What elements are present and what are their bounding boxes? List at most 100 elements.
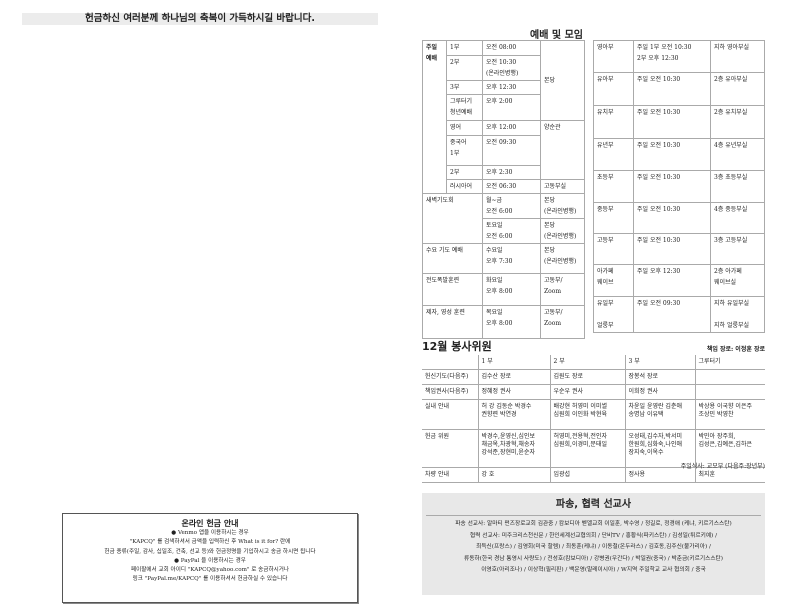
department-name: 유년부	[593, 138, 634, 171]
department-name: 유치부	[593, 105, 634, 139]
table-row: 책임권사(다음주) 정혜정 권사 우순우 권사 이희정 권사	[422, 384, 765, 400]
department-name: 유일부 얼룽부	[593, 296, 634, 333]
service-time: 오전 10:30 (온라인병행)	[482, 55, 541, 81]
blessing-banner: 헌금하신 여러분께 하나님의 축복이 가득하시길 바랍니다.	[22, 13, 378, 25]
table-row: 중국어 1부 오전 09:30	[423, 135, 585, 166]
department-name: 중등부	[593, 202, 634, 234]
online-line: ● PayPal 을 이용하시는 경우	[174, 557, 246, 564]
mission-line: 협력 선교사: 미주크리스천신문 / 한인세계선교협의회 / 단비TV / 홍황…	[470, 532, 717, 539]
department-time: 주일 오전 09:30	[633, 296, 711, 333]
volunteer-names: 박민아 장주희, 김성은,김예은,김하은	[695, 429, 765, 468]
online-line: 페이팔에서 교회 아이디 "KAPCQ@yahoo.com" 로 송금하시거나	[130, 567, 290, 574]
service-time: 오후 12:00	[482, 120, 541, 136]
department-time: 주일 오전 10:30	[633, 233, 711, 265]
service-time: 오전 09:30	[482, 135, 541, 166]
meeting-place: 본당 (온라인병행)	[540, 218, 585, 244]
department-place: 2층 아가페 웨이브실	[710, 264, 765, 297]
column-header	[422, 355, 479, 370]
service-name: 3부	[446, 80, 483, 95]
department-place: 2층 유아부실	[710, 72, 765, 106]
volunteer-names: 임광섭	[550, 467, 626, 483]
service-time: 오전 06:30	[482, 179, 541, 194]
table-row: 고등부 주일 오전 10:30 3층 고등부실	[593, 233, 765, 265]
online-line: 링크 "PayPal.me/KAPCQ" 를 이용하셔서 헌금하실 수 있습니다	[132, 576, 288, 583]
meeting-time: 토요일 오전 6:00	[482, 218, 541, 244]
volunteer-names	[695, 384, 765, 400]
meeting-place: 고동부/ Zoom	[540, 273, 585, 306]
department-name: 유아부	[593, 72, 634, 106]
duty-label: 책임권사(다음주)	[422, 384, 479, 400]
meeting-name: 전도폭발훈련	[422, 273, 483, 306]
volunteers-title: 12월 봉사위원	[422, 340, 492, 353]
service-name: 1부	[446, 40, 483, 56]
table-row: 수요 기도 예배 수요일 오후 7:30 본당 (온라인병행)	[422, 243, 585, 274]
online-line: "KAPCQ" 를 검색하셔서 금액을 입력하신 후 What is it fo…	[129, 539, 291, 546]
table-row: 러시아어 오전 06:30 고동부실	[423, 179, 585, 194]
table-row: 영아부 주일 1부 오전 10:30 2부 오후 12:30 지하 영아부실	[593, 40, 765, 73]
table-row: 3부 오후 12:30	[423, 80, 585, 95]
table-row: 유치부 주일 오전 10:30 2층 유치부실	[593, 105, 765, 139]
online-line: ● Venmo 앱을 이용하시는 경우	[171, 530, 249, 536]
online-line: 헌금 종류(주일, 감사, 십일조, 건축, 선교 등)와 헌금정명을 기입하시…	[104, 548, 316, 555]
table-row: 새벽기도회 월~금 오전 6:00 본당 (온라인병행)	[422, 193, 585, 244]
volunteer-names: 차윤일 윤영란 김춘애 송명남 이유택	[625, 399, 696, 430]
volunteer-names: 이희정 권사	[625, 384, 696, 400]
service-time: 오후 2:00	[482, 94, 541, 121]
volunteer-names: 장봉석 장로	[625, 369, 696, 385]
volunteer-names: 우순우 권사	[550, 384, 626, 400]
volunteer-names: 허 강 김동순 박경수 권향련 박연경	[478, 399, 551, 430]
volunteer-names: 정사용	[625, 467, 696, 483]
department-name: 초등부	[593, 170, 634, 203]
meeting-name: 새벽기도회	[422, 193, 483, 244]
meeting-place: 본당 (온라인병행)	[540, 193, 585, 219]
meeting-time: 수요일 오후 7:30	[482, 243, 541, 274]
service-name: 중국어 1부	[446, 135, 483, 166]
department-place: 2층 유치부실	[710, 105, 765, 139]
meeting-time: 월~금 오전 6:00	[482, 193, 541, 219]
volunteer-names: 박경수,윤영신,심인보 채금옥,차광혁,채송자 강석준,장현미,윤순자	[478, 429, 551, 468]
table-row: 초등부 주일 오전 10:30 3층 초등부실	[593, 170, 765, 203]
column-header: 그루터기	[695, 355, 765, 370]
service-name: 러시아어	[446, 179, 483, 194]
meeting-place: 고동부/ Zoom	[540, 305, 585, 339]
worship-title: 예배 및 모임	[530, 30, 583, 41]
sunday-worship-label: 주일 예배	[422, 40, 447, 194]
table-row: 주일 예배 1부 오전 08:00 본당	[422, 40, 585, 194]
online-offering-box: 온라인 헌금 안내 ● Venmo 앱을 이용하시는 경우 "KAPCQ" 를 …	[62, 513, 358, 603]
department-time: 주일 1부 오전 10:30 2부 오후 12:30	[633, 40, 711, 73]
service-name: 그루터기 청년예배	[446, 94, 483, 121]
responsible-elder: 책임 장로: 이정훈 장로	[706, 346, 765, 353]
missionaries-title: 파송, 협력 선교사	[426, 493, 761, 516]
department-name: 영아부	[593, 40, 634, 73]
service-name: 2부	[446, 55, 483, 81]
volunteer-names: 오성태,김수자,박서미 한원희,심화숙,나인애 장지숙,이옥수	[625, 429, 696, 468]
department-time: 주일 오전 10:30	[633, 138, 711, 171]
service-place: 본당	[540, 40, 585, 121]
department-place: 4층 유년부실	[710, 138, 765, 171]
department-time: 주일 오전 10:30	[633, 202, 711, 234]
table-row: 유일부 얼룽부 주일 오전 09:30 지하 유일부실 지하 얼룽부실	[593, 296, 765, 333]
meeting-name: 수요 기도 예배	[422, 243, 483, 274]
service-name: 영어	[446, 120, 483, 136]
column-header: 1 부	[478, 355, 551, 370]
table-row: 영어 오후 12:00 양순관	[423, 120, 585, 180]
meeting-time: 화요일 오후 8:00	[482, 273, 541, 306]
table-row: 유아부 주일 오전 10:30 2층 유아부실	[593, 72, 765, 106]
department-name: 아가페 웨이브	[593, 264, 634, 297]
duty-label: 헌금 위원	[422, 429, 479, 468]
mission-line: 이영호(아리조나) / 이상혁(필리핀) / 백운영(말레이시아) / W지역 …	[481, 567, 706, 573]
department-place: 지하 유일부실 지하 얼룽부실	[710, 296, 765, 333]
service-time: 오후 2:30	[482, 165, 541, 180]
table-row: 유년부 주일 오전 10:30 4층 유년부실	[593, 138, 765, 171]
table-row: 아가페 웨이브 주일 오후 12:30 2층 아가페 웨이브실	[593, 264, 765, 297]
department-time: 주일 오전 10:30	[633, 170, 711, 203]
duty-label: 실내 안내	[422, 399, 479, 430]
department-place: 지하 영아부실	[710, 40, 765, 73]
table-row: 중등부 주일 오전 10:30 4층 중등부실	[593, 202, 765, 234]
volunteer-names: 김원도 장로	[550, 369, 626, 385]
table-row: 실내 안내 허 강 김동순 박경수 권향련 박연경 배강현 허영미 이미썰 심원희 …	[422, 399, 765, 430]
volunteer-names: 허영미,전용혁,전인자 심원희,이경미,문태일	[550, 429, 626, 468]
department-time: 주일 오전 10:30	[633, 72, 711, 106]
